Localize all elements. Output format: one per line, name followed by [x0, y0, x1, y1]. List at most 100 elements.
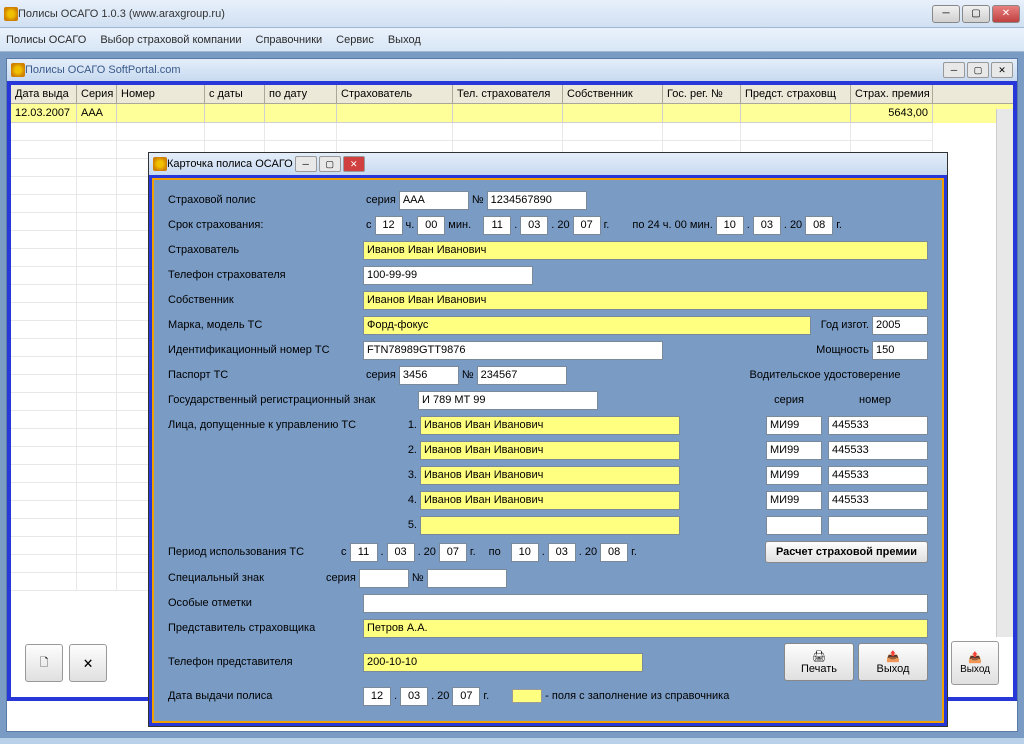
driver-license-series-input[interactable] — [766, 416, 822, 435]
driver-license-series-input[interactable] — [766, 466, 822, 485]
vin-input[interactable] — [363, 341, 663, 360]
driver-row: Лица, допущенные к управлению ТС1. — [168, 415, 928, 435]
exit-icon-button[interactable]: 📤Выход — [951, 641, 999, 685]
table-row[interactable]: 12.03.2007 ААА 5643,00 — [11, 104, 1013, 123]
driver-license-series-input[interactable] — [766, 491, 822, 510]
model-input[interactable] — [363, 316, 811, 335]
col-phone[interactable]: Тел. страхователя — [453, 85, 563, 103]
label-rep-phone: Телефон представителя — [168, 656, 363, 668]
period-to-year[interactable] — [600, 543, 628, 562]
period-to-day[interactable] — [511, 543, 539, 562]
year-input[interactable] — [872, 316, 928, 335]
driver-name-input[interactable] — [420, 516, 680, 535]
rep-phone-input[interactable] — [363, 653, 643, 672]
driver-name-input[interactable] — [420, 466, 680, 485]
col-date[interactable]: Дата выда — [11, 85, 77, 103]
label-notes: Особые отметки — [168, 597, 363, 609]
series-input[interactable] — [399, 191, 469, 210]
col-rep[interactable]: Предст. страховщ — [741, 85, 851, 103]
power-input[interactable] — [872, 341, 928, 360]
col-reg[interactable]: Гос. рег. № — [663, 85, 741, 103]
driver-license-number-input[interactable] — [828, 441, 928, 460]
dialog-close-button[interactable]: ✕ — [343, 156, 365, 172]
driver-row: 5. — [168, 515, 928, 535]
from-hour-input[interactable] — [375, 216, 403, 235]
period-from-day[interactable] — [350, 543, 378, 562]
to-day-input[interactable] — [716, 216, 744, 235]
child-titlebar: Полисы ОСАГО SoftPortal.com ─ ▢ ✕ — [7, 59, 1017, 81]
passport-number-input[interactable] — [477, 366, 567, 385]
label-term: Срок страхования: — [168, 219, 363, 231]
label-period: Период использования ТС — [168, 546, 338, 558]
issue-month-input[interactable] — [400, 687, 428, 706]
special-number-input[interactable] — [427, 569, 507, 588]
issue-day-input[interactable] — [363, 687, 391, 706]
to-month-input[interactable] — [753, 216, 781, 235]
dialog-minimize-button[interactable]: ─ — [295, 156, 317, 172]
driver-license-number-input[interactable] — [828, 416, 928, 435]
period-from-year[interactable] — [439, 543, 467, 562]
from-min-input[interactable] — [417, 216, 445, 235]
child-close-button[interactable]: ✕ — [991, 62, 1013, 78]
dialog-titlebar: Карточка полиса ОСАГО ─ ▢ ✕ — [149, 153, 947, 175]
vertical-scrollbar[interactable] — [996, 109, 1013, 637]
col-from[interactable]: с даты — [205, 85, 265, 103]
legend-swatch — [512, 689, 542, 703]
dialog-maximize-button[interactable]: ▢ — [319, 156, 341, 172]
calc-premium-button[interactable]: Расчет страховой премии — [765, 541, 928, 563]
print-button[interactable]: 🖨Печать — [784, 643, 854, 681]
rep-input[interactable] — [363, 619, 928, 638]
label-model: Марка, модель ТС — [168, 319, 363, 331]
driver-license-series-input[interactable] — [766, 516, 822, 535]
driver-license-series-input[interactable] — [766, 441, 822, 460]
number-input[interactable] — [487, 191, 587, 210]
new-button[interactable]: 🗋 — [25, 644, 63, 682]
menu-policies[interactable]: Полисы ОСАГО — [6, 34, 86, 46]
menu-service[interactable]: Сервис — [336, 34, 374, 46]
notes-input[interactable] — [363, 594, 928, 613]
table-row[interactable] — [11, 123, 1013, 141]
driver-license-number-input[interactable] — [828, 516, 928, 535]
menu-company[interactable]: Выбор страховой компании — [100, 34, 241, 46]
maximize-button[interactable]: ▢ — [962, 5, 990, 23]
special-series-input[interactable] — [359, 569, 409, 588]
col-premium[interactable]: Страх. премия — [851, 85, 933, 103]
col-owner[interactable]: Собственник — [563, 85, 663, 103]
main-window: Полисы ОСАГО 1.0.3 (www.araxgroup.ru) ─ … — [0, 0, 1024, 738]
passport-series-input[interactable] — [399, 366, 459, 385]
issue-year-input[interactable] — [452, 687, 480, 706]
dialog-exit-button[interactable]: 📤Выход — [858, 643, 928, 681]
driver-license-number-input[interactable] — [828, 466, 928, 485]
dialog-icon — [153, 157, 167, 171]
col-insurer[interactable]: Страхователь — [337, 85, 453, 103]
from-year-input[interactable] — [573, 216, 601, 235]
label-policy: Страховой полис — [168, 194, 363, 206]
cell-premium: 5643,00 — [851, 104, 933, 123]
child-minimize-button[interactable]: ─ — [943, 62, 965, 78]
col-number[interactable]: Номер — [117, 85, 205, 103]
owner-input[interactable] — [363, 291, 928, 310]
child-maximize-button[interactable]: ▢ — [967, 62, 989, 78]
menu-refs[interactable]: Справочники — [256, 34, 323, 46]
label-vin: Идентификационный номер ТС — [168, 344, 363, 356]
driver-name-input[interactable] — [420, 491, 680, 510]
reg-input[interactable] — [418, 391, 598, 410]
period-from-month[interactable] — [387, 543, 415, 562]
from-month-input[interactable] — [520, 216, 548, 235]
mdi-area: Полисы ОСАГО SoftPortal.com ─ ▢ ✕ Дата в… — [0, 52, 1024, 738]
minimize-button[interactable]: ─ — [932, 5, 960, 23]
delete-button[interactable]: 🗙 — [69, 644, 107, 682]
close-button[interactable]: ✕ — [992, 5, 1020, 23]
col-series[interactable]: Серия — [77, 85, 117, 103]
menu-exit[interactable]: Выход — [388, 34, 421, 46]
insurer-input[interactable] — [363, 241, 928, 260]
from-day-input[interactable] — [483, 216, 511, 235]
to-year-input[interactable] — [805, 216, 833, 235]
period-to-month[interactable] — [548, 543, 576, 562]
col-to[interactable]: по дату — [265, 85, 337, 103]
driver-license-number-input[interactable] — [828, 491, 928, 510]
driver-name-input[interactable] — [420, 416, 680, 435]
label-passport: Паспорт ТС — [168, 369, 363, 381]
phone-input[interactable] — [363, 266, 533, 285]
driver-name-input[interactable] — [420, 441, 680, 460]
